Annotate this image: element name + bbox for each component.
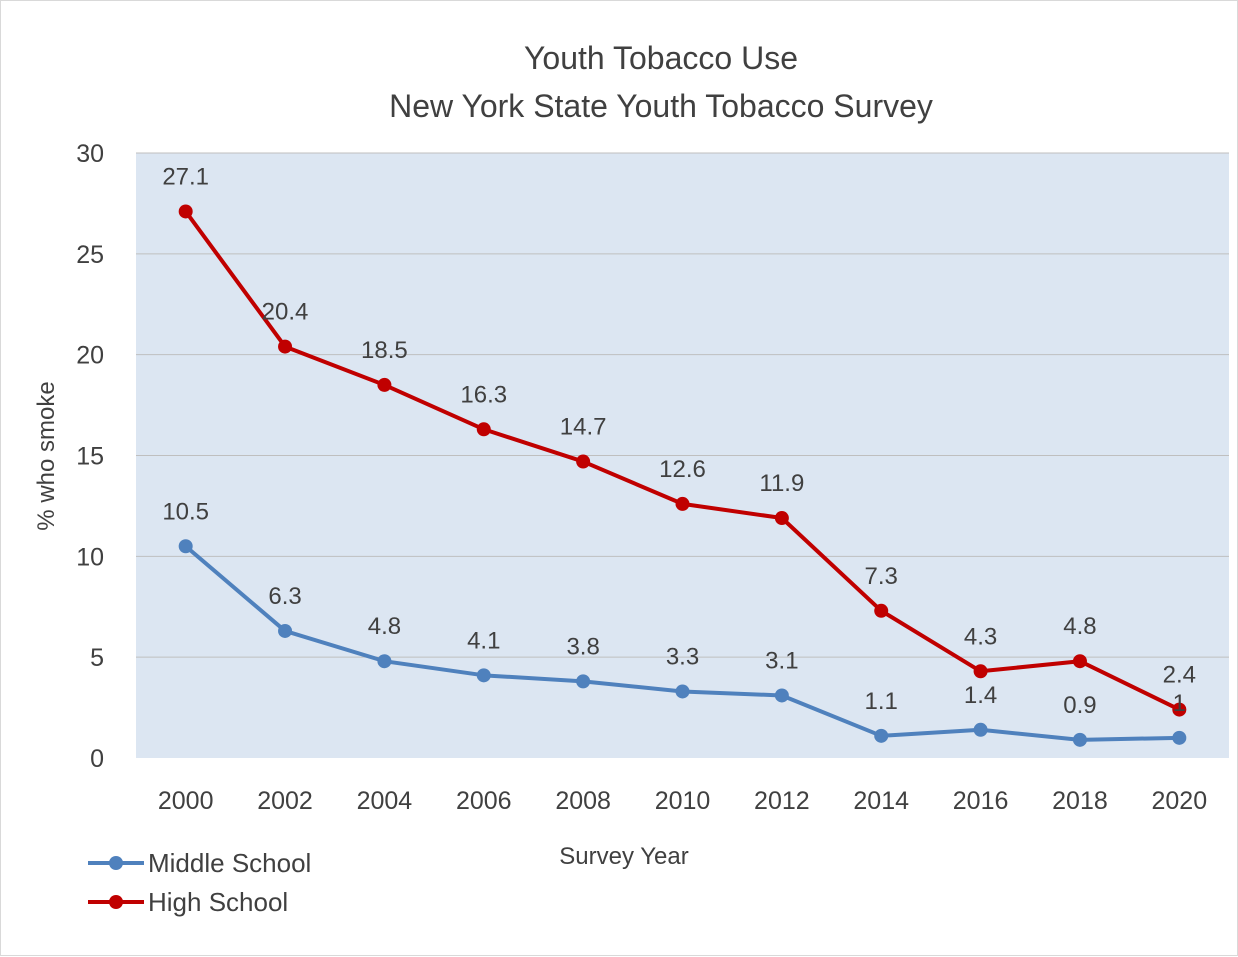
y-axis-title: % who smoke xyxy=(33,381,60,530)
data-point xyxy=(1072,654,1087,669)
data-point xyxy=(675,496,690,511)
x-axis-ticks: 2000 2002 2004 2006 2008 2010 2012 2014 2016 2018… xyxy=(158,787,1207,815)
gridlines xyxy=(136,152,1229,658)
series-middle-school xyxy=(178,539,1187,747)
x-tick-label: 2016 xyxy=(953,787,1009,815)
x-axis-title: Survey Year xyxy=(559,843,688,870)
chart-title: Youth Tobacco Use xyxy=(524,40,798,76)
data-point xyxy=(973,722,988,737)
data-label: 4.8 xyxy=(1063,613,1096,640)
data-label: 7.3 xyxy=(865,563,898,590)
x-tick-label: 2018 xyxy=(1052,787,1108,815)
data-label: 18.5 xyxy=(361,337,408,364)
x-tick-label: 2008 xyxy=(555,787,611,815)
data-label: 11.9 xyxy=(759,470,804,497)
data-label: 3.1 xyxy=(765,647,798,674)
x-tick-label: 2020 xyxy=(1152,787,1208,815)
data-label: 3.3 xyxy=(666,643,699,670)
data-label: 0.9 xyxy=(1063,692,1096,719)
data-label: 2.4 xyxy=(1163,662,1196,689)
data-point xyxy=(476,668,491,683)
data-point xyxy=(675,684,690,699)
x-tick-label: 2012 xyxy=(754,787,810,815)
x-tick-label: 2006 xyxy=(456,787,512,815)
data-label: 1 xyxy=(1173,690,1186,717)
series-high-school xyxy=(178,204,1187,717)
data-point xyxy=(377,654,392,669)
data-label: 10.5 xyxy=(162,498,209,525)
y-axis-ticks: 0 5 10 15 20 25 30 xyxy=(76,140,104,773)
data-point xyxy=(1072,732,1087,747)
data-point xyxy=(278,623,293,638)
data-point xyxy=(774,511,789,526)
x-tick-label: 2004 xyxy=(357,787,413,815)
data-label: 4.1 xyxy=(467,627,500,654)
data-point xyxy=(973,664,988,679)
data-point xyxy=(874,728,889,743)
data-point xyxy=(576,674,591,689)
x-tick-label: 2010 xyxy=(655,787,711,815)
series-lines xyxy=(178,204,1187,747)
data-point xyxy=(774,688,789,703)
data-labels: 10.5 6.3 4.8 4.1 3.8 3.3 3.1 1.1 1.4 0.9 1 27.1 20.4… xyxy=(162,163,1196,718)
data-label: 14.7 xyxy=(560,414,607,441)
legend-label: Middle School xyxy=(148,848,311,878)
y-tick-label: 15 xyxy=(76,443,104,471)
data-point xyxy=(874,603,889,618)
data-point xyxy=(476,422,491,437)
data-point xyxy=(576,454,591,469)
data-label: 27.1 xyxy=(162,163,209,190)
legend-label: High School xyxy=(148,887,288,917)
y-tick-label: 30 xyxy=(76,140,104,168)
legend-marker xyxy=(109,856,123,870)
y-tick-label: 0 xyxy=(90,745,104,773)
data-point xyxy=(178,204,193,219)
data-label: 6.3 xyxy=(268,583,301,610)
y-tick-label: 20 xyxy=(76,342,104,370)
data-point xyxy=(1172,702,1187,717)
data-point xyxy=(178,539,193,554)
x-tick-label: 2000 xyxy=(158,787,214,815)
data-label: 12.6 xyxy=(659,456,706,483)
legend-item: Middle School xyxy=(88,848,311,878)
data-label: 16.3 xyxy=(460,381,507,408)
y-tick-label: 10 xyxy=(76,543,104,571)
legend: Middle School High School xyxy=(88,848,311,917)
x-tick-label: 2014 xyxy=(853,787,909,815)
data-label: 4.8 xyxy=(368,613,401,640)
y-tick-label: 25 xyxy=(76,241,104,269)
data-point xyxy=(377,377,392,392)
data-label: 1.4 xyxy=(964,682,997,709)
legend-marker xyxy=(109,895,123,909)
y-tick-label: 5 xyxy=(90,644,104,672)
data-point xyxy=(1172,730,1187,745)
data-label: 1.1 xyxy=(865,688,898,715)
chart-subtitle: New York State Youth Tobacco Survey xyxy=(389,88,933,124)
data-label: 3.8 xyxy=(566,633,599,660)
data-label: 4.3 xyxy=(964,623,997,650)
data-label: 20.4 xyxy=(262,299,309,326)
data-point xyxy=(278,339,293,354)
x-tick-label: 2002 xyxy=(257,787,313,815)
legend-item: High School xyxy=(88,887,288,917)
